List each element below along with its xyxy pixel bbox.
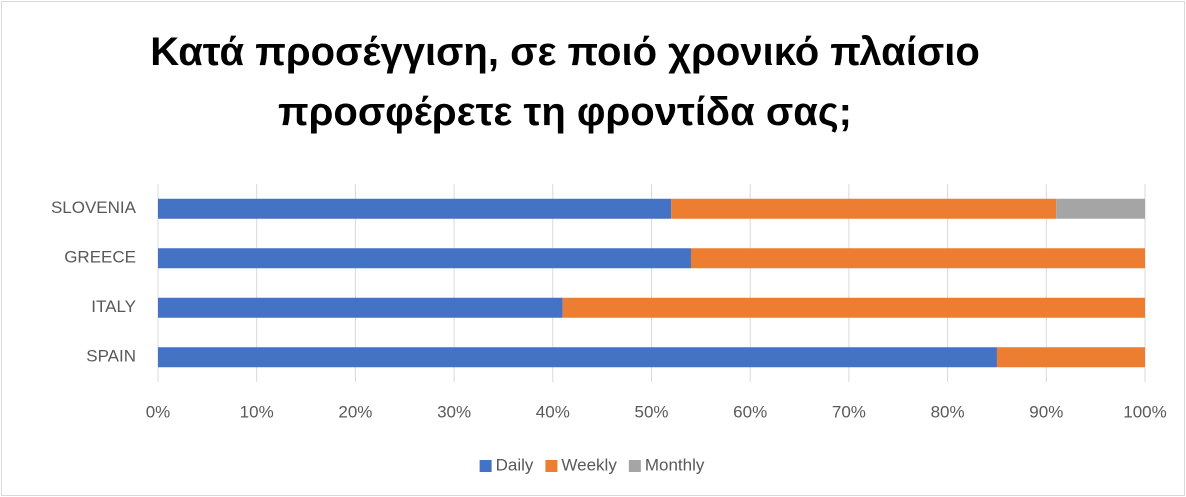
bar-segment — [562, 297, 1145, 318]
x-tick-label: 100% — [1123, 402, 1166, 421]
x-tick-label: 10% — [240, 402, 274, 421]
x-tick-label: 40% — [536, 402, 570, 421]
x-tick-label: 80% — [931, 402, 965, 421]
bar-segment — [158, 248, 691, 269]
legend-swatch — [479, 460, 492, 472]
chart-title: Κατά προσέγγιση, σε ποιό χρονικό πλαίσιο… — [150, 30, 980, 134]
y-tick-label: SPAIN — [86, 347, 136, 366]
x-tick-label: 30% — [437, 402, 471, 421]
x-tick-label: 70% — [832, 402, 866, 421]
bar-segment — [671, 198, 1057, 219]
legend-swatch — [628, 460, 641, 472]
legend-swatch — [545, 460, 558, 472]
y-tick-label: ITALY — [91, 297, 136, 316]
x-tick-label: 20% — [338, 402, 372, 421]
x-tick-label: 60% — [733, 402, 767, 421]
bar-segment — [158, 297, 563, 318]
x-tick-label: 0% — [146, 402, 171, 421]
legend-label: Weekly — [561, 455, 617, 474]
bar-segment — [158, 198, 672, 219]
bar-segment — [158, 347, 997, 368]
x-tick-label: 50% — [634, 402, 668, 421]
legend-label: Monthly — [645, 455, 705, 474]
x-tick-label: 90% — [1029, 402, 1063, 421]
bar-segment — [690, 248, 1145, 269]
bar-segment — [996, 347, 1145, 368]
y-tick-label: SLOVENIA — [51, 198, 137, 217]
legend-label: Daily — [496, 455, 534, 474]
y-tick-label: GREECE — [64, 248, 136, 267]
bar-segment — [1056, 198, 1145, 219]
